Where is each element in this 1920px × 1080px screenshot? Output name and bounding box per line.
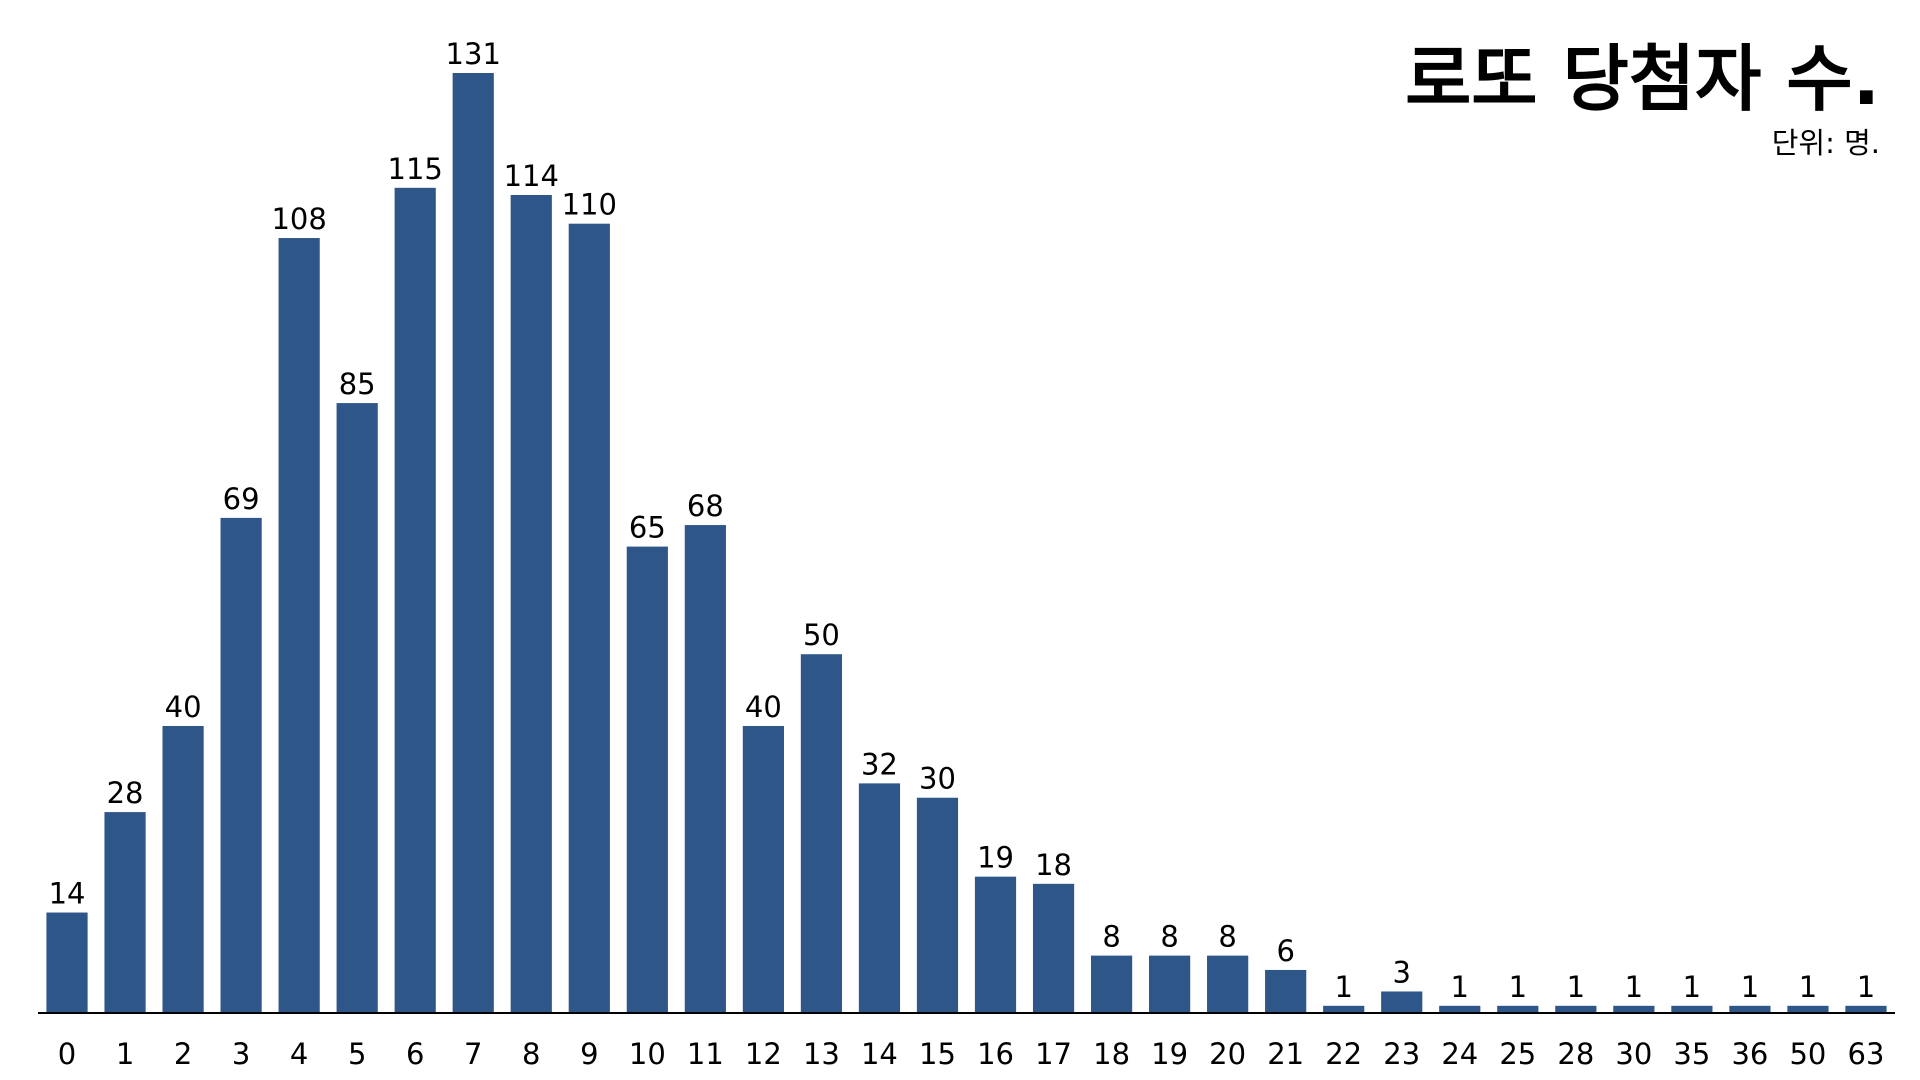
bar xyxy=(1729,1005,1771,1013)
x-tick-label: 22 xyxy=(1325,1037,1362,1071)
bar xyxy=(1032,883,1075,1013)
bar xyxy=(1381,991,1423,1013)
bar xyxy=(46,912,88,1013)
bar xyxy=(1439,1005,1481,1013)
x-tick-label: 5 xyxy=(348,1037,366,1071)
x-tick-label: 2 xyxy=(174,1037,192,1071)
x-tick-label: 16 xyxy=(977,1037,1014,1071)
bar-value-label: 65 xyxy=(629,511,666,545)
bar-value-label: 1 xyxy=(1509,970,1527,1004)
x-tick-label: 17 xyxy=(1035,1037,1072,1071)
bar-value-label: 1 xyxy=(1683,970,1701,1004)
x-tick-label: 8 xyxy=(522,1037,540,1071)
x-tick-label: 23 xyxy=(1383,1037,1420,1071)
bar-value-label: 18 xyxy=(1035,848,1072,882)
bar xyxy=(1613,1005,1655,1013)
x-tick-label: 9 xyxy=(580,1037,598,1071)
bar-value-label: 115 xyxy=(388,152,443,186)
bar xyxy=(452,73,494,1013)
x-tick-label: 63 xyxy=(1848,1037,1885,1071)
x-tick-label: 4 xyxy=(290,1037,308,1071)
bar-value-label: 30 xyxy=(919,762,956,796)
bar-value-label: 131 xyxy=(446,37,501,71)
bar-value-label: 8 xyxy=(1218,920,1236,954)
bar xyxy=(626,546,668,1013)
bar xyxy=(568,223,610,1013)
x-tick-label: 12 xyxy=(745,1037,782,1071)
bar-value-label: 1 xyxy=(1567,970,1585,1004)
x-tick-label: 21 xyxy=(1267,1037,1304,1071)
bar xyxy=(394,187,436,1013)
bar xyxy=(1555,1005,1597,1013)
bar-value-label: 40 xyxy=(165,690,202,724)
bar-value-label: 1 xyxy=(1334,970,1352,1004)
bar xyxy=(916,797,959,1013)
x-tick-label: 30 xyxy=(1615,1037,1652,1071)
bar xyxy=(1265,969,1307,1013)
x-tick-label: 28 xyxy=(1557,1037,1594,1071)
x-tick-label: 25 xyxy=(1499,1037,1536,1071)
x-tick-label: 15 xyxy=(919,1037,956,1071)
chart-title: 로또 당첨자 수. xyxy=(1405,37,1880,121)
bar xyxy=(1090,955,1133,1013)
x-tick-label: 35 xyxy=(1673,1037,1710,1071)
bar-value-label: 1 xyxy=(1451,970,1469,1004)
bar-value-label: 1 xyxy=(1741,970,1759,1004)
x-tick-label: 7 xyxy=(464,1037,482,1071)
bar-value-label: 1 xyxy=(1799,970,1817,1004)
bar xyxy=(220,517,262,1013)
bar-value-label: 1 xyxy=(1857,970,1875,1004)
x-tick-label: 10 xyxy=(629,1037,666,1071)
bar-value-label: 1 xyxy=(1625,970,1643,1004)
x-tick-label: 20 xyxy=(1209,1037,1246,1071)
bar-value-label: 69 xyxy=(223,482,260,516)
bar-value-label: 8 xyxy=(1102,920,1120,954)
bar xyxy=(1149,955,1191,1013)
x-tick-label: 36 xyxy=(1731,1037,1768,1071)
bar xyxy=(1207,955,1249,1013)
x-tick-label: 50 xyxy=(1789,1037,1826,1071)
bar xyxy=(336,403,378,1014)
bar xyxy=(1787,1005,1829,1013)
bar-value-label: 50 xyxy=(803,618,840,652)
bar-value-label: 19 xyxy=(977,841,1014,875)
bar xyxy=(974,876,1017,1013)
bar-value-label: 3 xyxy=(1393,955,1411,989)
bar xyxy=(684,525,726,1013)
x-tick-label: 3 xyxy=(232,1037,250,1071)
bar-value-label: 114 xyxy=(504,159,559,193)
bar-value-label: 6 xyxy=(1276,934,1294,968)
bar xyxy=(858,783,901,1013)
bar-value-label: 28 xyxy=(107,776,144,810)
bar xyxy=(1323,1005,1365,1013)
bar-value-label: 40 xyxy=(745,690,782,724)
bar-value-label: 108 xyxy=(271,202,326,236)
x-tick-label: 6 xyxy=(406,1037,424,1071)
bar-value-label: 8 xyxy=(1160,920,1178,954)
x-tick-label: 11 xyxy=(687,1037,724,1071)
x-tick-label: 18 xyxy=(1093,1037,1130,1071)
bar xyxy=(1845,1005,1887,1013)
bar-value-label: 85 xyxy=(339,367,376,401)
bar-value-label: 68 xyxy=(687,489,724,523)
chart-unit-label: 단위: 명. xyxy=(1771,126,1880,160)
bar xyxy=(510,194,552,1014)
bar-value-label: 14 xyxy=(49,877,86,911)
bar-value-label: 32 xyxy=(861,747,898,781)
x-tick-label: 24 xyxy=(1441,1037,1478,1071)
x-tick-label: 0 xyxy=(58,1037,76,1071)
bar xyxy=(104,812,146,1013)
bar xyxy=(278,238,320,1014)
x-tick-label: 14 xyxy=(861,1037,898,1071)
bar xyxy=(800,654,843,1013)
x-tick-label: 1 xyxy=(116,1037,134,1071)
bar xyxy=(1671,1005,1713,1013)
bar xyxy=(742,725,784,1013)
bar xyxy=(1497,1005,1539,1013)
x-tick-label: 19 xyxy=(1151,1037,1188,1071)
bar xyxy=(162,725,204,1013)
x-tick-label: 13 xyxy=(803,1037,840,1071)
bar-value-label: 110 xyxy=(562,188,617,222)
